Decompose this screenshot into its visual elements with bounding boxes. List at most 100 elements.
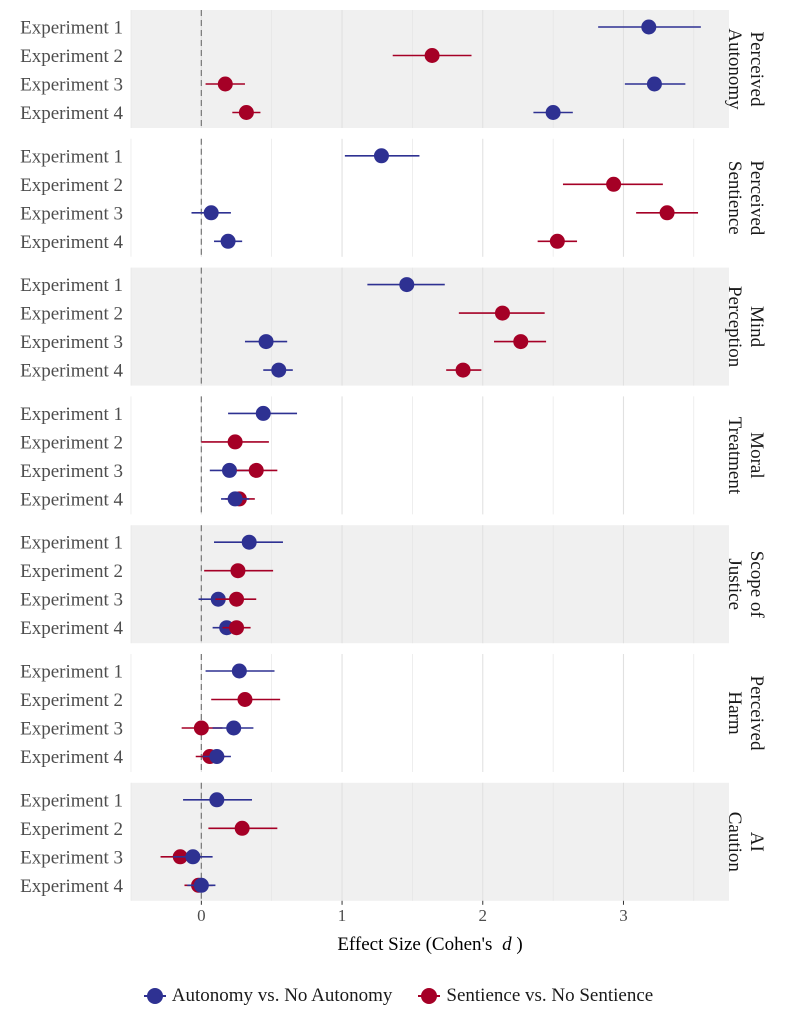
facet-label-line: Mind <box>746 306 767 348</box>
x-axis-title: Effect Size (Cohen's d ) <box>337 934 522 955</box>
category-label: Experiment 2 <box>20 819 123 840</box>
panel-ai-caution: Experiment 1 Experiment 2 Experiment 3 Expe… <box>20 782 767 901</box>
facet-label-line: Perceived <box>746 160 767 235</box>
category-label: Experiment 3 <box>20 847 123 868</box>
category-label: Experiment 4 <box>20 618 123 639</box>
x-tick-label: 1 <box>338 906 347 925</box>
point-estimate-autonomy <box>255 405 271 421</box>
facet-label-line: Perceived <box>746 676 767 751</box>
point-estimate-autonomy <box>641 19 657 35</box>
x-axis-title-symbol: d <box>502 934 512 955</box>
point-estimate-autonomy <box>373 148 389 164</box>
category-label: Experiment 4 <box>20 489 123 510</box>
category-label: Experiment 3 <box>20 461 123 482</box>
category-label: Experiment 3 <box>20 719 123 740</box>
x-axis-title-prefix: Effect Size (Cohen's <box>337 934 492 955</box>
category-label: Experiment 1 <box>20 18 123 39</box>
point-estimate-sentience <box>230 563 246 579</box>
point-estimate-sentience <box>217 76 233 92</box>
facet-label-line: Autonomy <box>724 28 745 110</box>
point-estimate-sentience <box>455 362 471 378</box>
legend-item-autonomy: Autonomy vs. No Autonomy <box>143 985 393 1007</box>
point-estimate-autonomy <box>185 849 201 865</box>
x-tick-label: 0 <box>197 906 206 925</box>
point-estimate-autonomy <box>226 720 242 736</box>
category-label: Experiment 4 <box>20 361 123 382</box>
point-estimate-sentience <box>248 462 264 478</box>
facet-label-line: Perception <box>724 286 745 368</box>
facet-label-line: Justice <box>724 558 745 610</box>
point-estimate-autonomy <box>271 362 287 378</box>
category-label: Experiment 3 <box>20 203 123 224</box>
category-label: Experiment 2 <box>20 46 123 67</box>
legend-label-autonomy: Autonomy vs. No Autonomy <box>171 985 393 1006</box>
point-estimate-autonomy <box>209 792 225 808</box>
point-estimate-sentience <box>237 692 253 707</box>
point-estimate-sentience <box>549 233 565 249</box>
panel-background <box>131 10 729 128</box>
facet-label: Scope ofJustice <box>724 551 767 619</box>
point-estimate-autonomy <box>193 877 209 893</box>
facet-label: AICaution <box>724 812 767 873</box>
point-estimate-autonomy <box>646 76 662 92</box>
point-estimate-autonomy <box>545 105 561 120</box>
facet-label: MoralTreatment <box>724 417 767 495</box>
legend-label-sentience: Sentience vs. No Sentience <box>446 985 654 1006</box>
category-label: Experiment 1 <box>20 790 123 811</box>
facet-label-line: Scope of <box>746 551 767 619</box>
point-estimate-sentience <box>606 176 622 192</box>
category-label: Experiment 4 <box>20 103 123 124</box>
facet-label-line: Treatment <box>724 417 745 495</box>
legend-item-sentience: Sentience vs. No Sentience <box>418 985 653 1007</box>
panel-moral-treatment: Experiment 1 Experiment 2 Experiment 3 Expe… <box>20 396 767 515</box>
point-estimate-autonomy <box>231 663 247 679</box>
category-label: Experiment 2 <box>20 304 123 325</box>
point-estimate-sentience <box>238 105 254 120</box>
category-label: Experiment 1 <box>20 662 123 683</box>
facet-label: PerceivedAutonomy <box>724 28 767 110</box>
category-label: Experiment 3 <box>20 75 123 96</box>
point-estimate-sentience <box>193 720 209 736</box>
category-label: Experiment 4 <box>20 232 123 253</box>
point-estimate-autonomy <box>399 277 415 293</box>
facet-label-line: Moral <box>746 432 767 478</box>
panel-scope-of-justice: Experiment 1 Experiment 2 Experiment 3 Expe… <box>20 525 767 644</box>
chart-panels: Experiment 1 Experiment 2 Experiment 3 Expe… <box>20 10 767 901</box>
panel-perceived-sentience: Experiment 1 Experiment 2 Experiment 3 Expe… <box>20 138 767 257</box>
panel-perceived-harm: Experiment 1 Experiment 2 Experiment 3 Expe… <box>20 654 767 772</box>
legend-key-autonomy <box>143 986 166 1006</box>
point-estimate-sentience <box>424 48 440 63</box>
category-label: Experiment 1 <box>20 146 123 167</box>
point-estimate-autonomy <box>258 334 274 350</box>
x-axis: 0 1 2 3 <box>197 900 628 925</box>
facet-label-line: Sentience <box>724 161 745 235</box>
x-tick-label: 3 <box>619 906 628 925</box>
point-estimate-autonomy <box>209 749 225 764</box>
point-estimate-sentience <box>229 620 245 636</box>
category-label: Experiment 2 <box>20 561 123 582</box>
category-label: Experiment 1 <box>20 533 123 554</box>
facet-label-line: AI <box>746 832 767 852</box>
category-label: Experiment 2 <box>20 432 123 453</box>
point-estimate-autonomy <box>203 205 219 221</box>
point-estimate-autonomy <box>241 534 257 550</box>
point-estimate-autonomy <box>220 233 236 249</box>
panel-background <box>131 267 729 386</box>
category-label: Experiment 3 <box>20 590 123 611</box>
point-estimate-sentience <box>513 334 529 350</box>
category-label: Experiment 4 <box>20 747 123 768</box>
legend-key-sentience <box>418 986 441 1006</box>
point-estimate-sentience <box>229 591 245 607</box>
category-label: Experiment 2 <box>20 690 123 711</box>
x-tick-label: 2 <box>479 906 488 925</box>
panel-perceived-autonomy: Experiment 1 Experiment 2 Experiment 3 Expe… <box>20 10 767 128</box>
point-estimate-sentience <box>227 434 243 450</box>
category-label: Experiment 2 <box>20 175 123 196</box>
panel-background <box>131 782 729 901</box>
category-label: Experiment 1 <box>20 404 123 425</box>
category-label: Experiment 3 <box>20 332 123 353</box>
facet-label: MindPerception <box>724 286 767 368</box>
point-estimate-sentience <box>234 820 250 836</box>
facet-label: PerceivedHarm <box>724 676 767 751</box>
